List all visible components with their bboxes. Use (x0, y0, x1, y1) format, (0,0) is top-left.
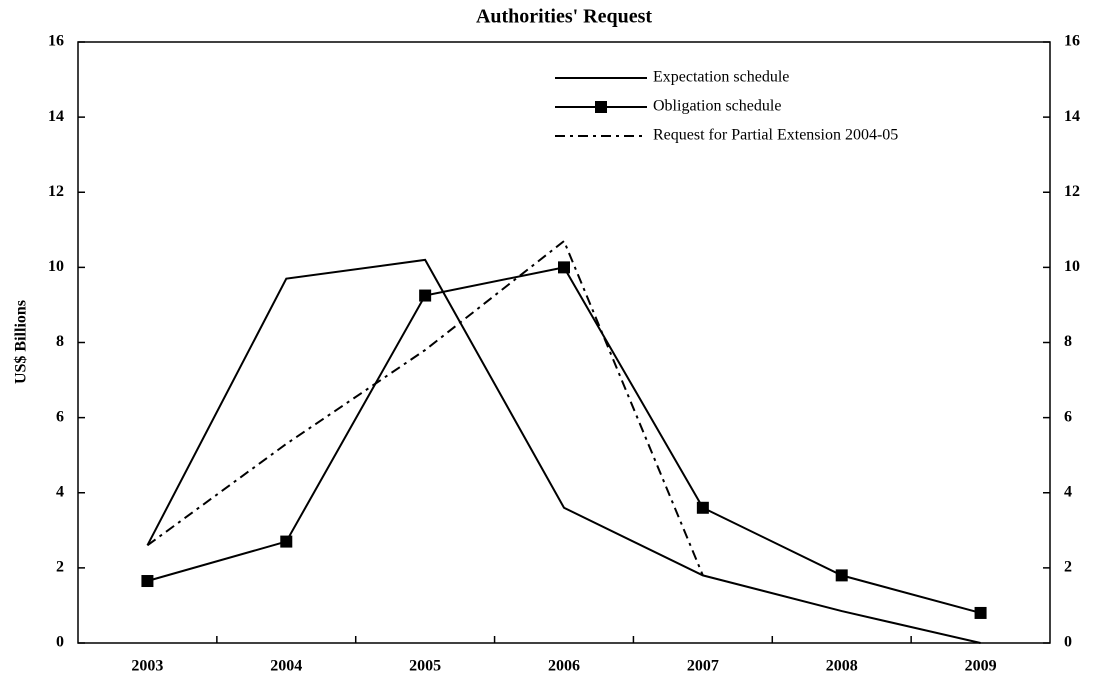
chart-title: Authorities' Request (476, 6, 652, 28)
y-tick-label: 10 (48, 258, 64, 275)
series-marker (696, 501, 709, 514)
y2-tick-label: 2 (1064, 559, 1072, 576)
x-tick-label: 2006 (548, 658, 580, 675)
y2-tick-label: 14 (1064, 108, 1080, 125)
series-marker (558, 261, 570, 274)
y2-tick-label: 16 (1064, 33, 1080, 50)
y-tick-label: 2 (56, 559, 64, 576)
y2-tick-label: 12 (1064, 183, 1080, 200)
y2-tick-label: 6 (1064, 408, 1072, 425)
series-marker (419, 289, 432, 302)
series-line (146, 258, 981, 644)
y-tick-label: 6 (56, 408, 64, 425)
x-tick-label: 2009 (965, 658, 997, 675)
series-line (147, 266, 981, 614)
series-marker (280, 535, 293, 548)
x-tick-label: 2004 (270, 658, 302, 675)
plot-frame (77, 41, 1051, 644)
series-marker (974, 606, 987, 619)
y2-tick-label: 8 (1064, 333, 1072, 350)
series-line (146, 239, 704, 576)
series-marker (835, 569, 848, 582)
y2-tick-label: 4 (1064, 483, 1072, 500)
y-tick-label: 14 (48, 108, 64, 125)
x-tick-label: 2003 (131, 658, 163, 675)
y-axis-label: US$ Billions (13, 300, 30, 384)
y2-tick-label: 10 (1064, 258, 1080, 275)
y-tick-label: 4 (56, 483, 64, 500)
y-tick-label: 0 (56, 634, 64, 651)
y2-tick-label: 0 (1064, 634, 1072, 651)
y-tick-label: 12 (48, 183, 64, 200)
y-tick-label: 8 (56, 333, 64, 350)
legend-label: Obligation schedule (653, 98, 781, 115)
x-tick-label: 2007 (687, 658, 719, 675)
legend-label: Request for Partial Extension 2004-05 (653, 127, 898, 144)
legend-label: Expectation schedule (653, 69, 789, 86)
y-tick-label: 16 (48, 33, 64, 50)
x-tick-label: 2008 (826, 658, 858, 675)
series-marker (141, 575, 154, 588)
legend-marker (595, 101, 607, 113)
x-tick-label: 2005 (409, 658, 441, 675)
legend: Expectation schedule Obligation schedule R… (555, 69, 898, 144)
